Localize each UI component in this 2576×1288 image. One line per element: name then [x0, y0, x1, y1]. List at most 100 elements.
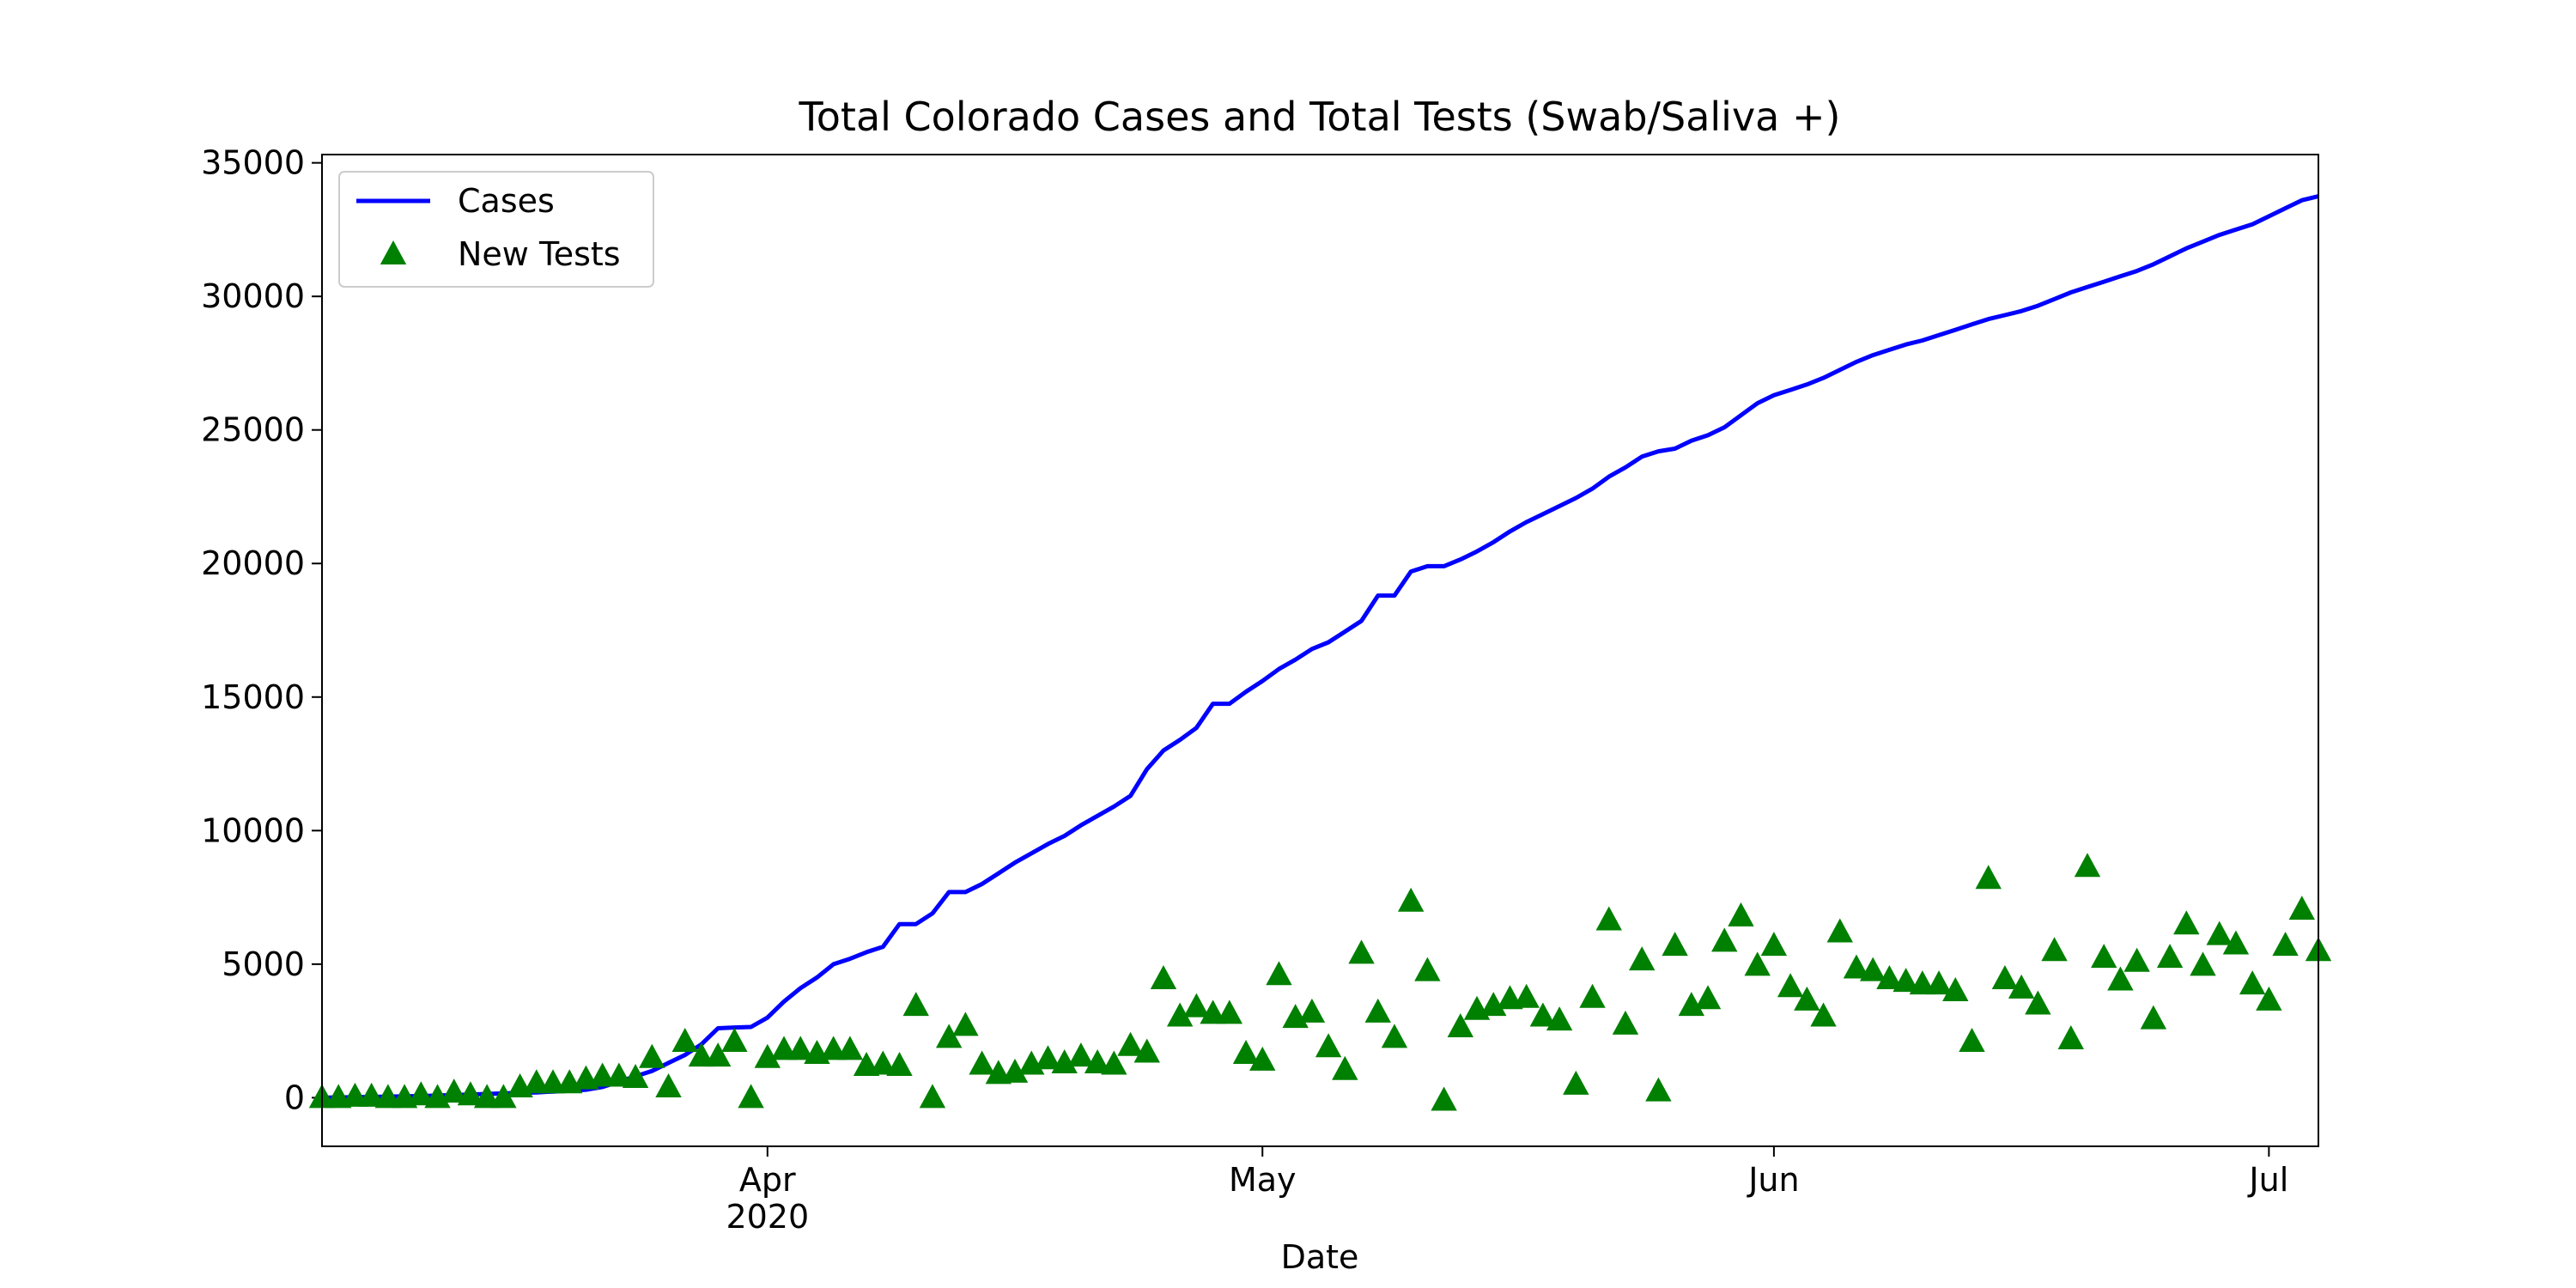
test-marker [1315, 1033, 1342, 1058]
y-tick-label: 10000 [201, 811, 305, 849]
test-marker [2288, 896, 2315, 920]
test-marker [1876, 964, 1903, 989]
test-marker [1529, 1002, 1557, 1027]
test-marker [1975, 865, 2002, 890]
test-marker [605, 1062, 633, 1087]
x-tick-label: Jul [2247, 1161, 2288, 1199]
test-marker [671, 1028, 698, 1053]
test-marker [1563, 1070, 1589, 1095]
test-marker [2107, 966, 2134, 991]
test-marker [1332, 1055, 1358, 1080]
test-marker [2008, 974, 2035, 999]
test-marker [1760, 932, 1788, 957]
y-tick-label: 15000 [201, 678, 305, 716]
test-marker [1942, 976, 1969, 1001]
test-marker [886, 1052, 913, 1077]
test-marker [836, 1036, 864, 1060]
test-marker [2041, 937, 2068, 962]
test-marker [2239, 970, 2266, 995]
test-marker [2074, 853, 2101, 878]
test-marker [1579, 983, 1606, 1008]
test-marker [1794, 986, 1820, 1011]
test-marker [902, 992, 929, 1017]
test-marker [1744, 951, 1771, 976]
test-marker [1447, 1012, 1474, 1037]
test-marker [2140, 1005, 2167, 1030]
cases-line [322, 194, 2318, 1100]
y-tick-label: 35000 [201, 144, 305, 182]
y-tick-label: 5000 [222, 945, 305, 983]
test-marker [754, 1043, 781, 1068]
test-marker [490, 1084, 517, 1109]
test-marker [1678, 992, 1705, 1017]
test-marker [1166, 1002, 1194, 1027]
y-tick-label: 0 [284, 1078, 305, 1116]
test-marker [523, 1069, 550, 1094]
test-marker [1777, 973, 1804, 998]
test-marker [2272, 932, 2299, 957]
test-marker [655, 1072, 682, 1097]
test-marker [1431, 1086, 1457, 1111]
test-marker [1711, 927, 1738, 952]
test-marker [1612, 1010, 1639, 1035]
test-marker [622, 1064, 649, 1089]
test-marker [1001, 1058, 1029, 1083]
test-marker [1991, 964, 2019, 989]
test-marker [2190, 951, 2216, 976]
test-marker [1216, 999, 1243, 1024]
test-marker [1232, 1040, 1260, 1065]
test-marker [2206, 920, 2233, 945]
test-marker [919, 1084, 946, 1109]
test-marker [2091, 944, 2117, 969]
test-marker [2025, 990, 2051, 1015]
test-marker [1645, 1077, 1672, 1102]
test-marker [1909, 970, 1936, 995]
test-marker [1397, 887, 1425, 912]
test-marker [1628, 946, 1656, 971]
test-marker [1183, 993, 1210, 1018]
test-marker [2156, 944, 2184, 969]
test-marker [1959, 1028, 1985, 1053]
test-marker [1925, 970, 1953, 995]
legend-marker [380, 240, 407, 264]
test-marker [1826, 918, 1853, 943]
test-marker [2256, 986, 2282, 1011]
test-marker [440, 1078, 467, 1103]
test-marker [1249, 1046, 1276, 1071]
test-marker [1298, 998, 1326, 1023]
y-tick-label: 20000 [201, 544, 305, 582]
test-marker [1117, 1031, 1144, 1056]
test-marker [1266, 961, 1292, 986]
test-marker [539, 1069, 567, 1094]
test-marker [1150, 964, 1177, 989]
test-marker [1035, 1045, 1061, 1070]
test-marker [2123, 947, 2150, 972]
test-marker [1859, 957, 1886, 981]
test-marker [1480, 992, 1507, 1017]
test-marker [1067, 1042, 1095, 1067]
test-marker [2057, 1024, 2084, 1049]
test-marker [2222, 930, 2250, 955]
test-marker [2173, 910, 2200, 935]
test-marker [1414, 957, 1441, 981]
test-marker [1546, 1006, 1573, 1031]
test-marker [639, 1043, 665, 1068]
test-marker [589, 1062, 616, 1087]
test-marker [1364, 998, 1391, 1023]
x-axis-label: Date [1281, 1238, 1359, 1276]
test-marker [1694, 985, 1722, 1010]
test-marker [1101, 1050, 1127, 1075]
test-marker [1348, 939, 1375, 964]
y-tick-label: 25000 [201, 411, 305, 449]
test-marker [738, 1084, 764, 1109]
chart-title: Total Colorado Cases and Total Tests (Sw… [799, 94, 1841, 140]
test-marker [1662, 932, 1688, 957]
test-marker [704, 1042, 732, 1067]
test-marker [1810, 1002, 1837, 1027]
test-marker [358, 1082, 385, 1107]
test-marker [473, 1084, 501, 1109]
x-tick-label: May [1229, 1161, 1297, 1199]
test-marker [374, 1084, 402, 1109]
test-marker [870, 1050, 896, 1075]
